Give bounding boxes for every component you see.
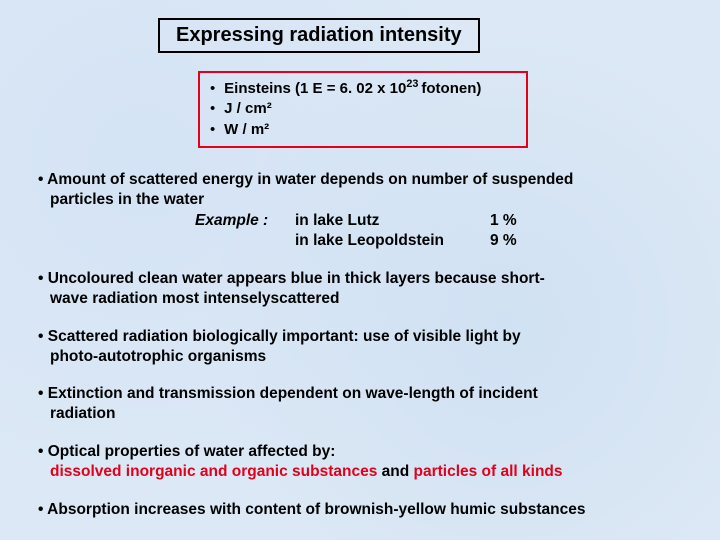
bullet-3-line-a: Scattered radiation biologically importa… <box>48 328 521 345</box>
units-text-2: J / cm² <box>224 100 272 117</box>
units-line-3: • W / m² <box>210 120 516 140</box>
bullet-5-mid: and <box>377 463 413 480</box>
bullet-2-line-b: wave radiation most intenselyscattered <box>50 290 339 307</box>
bullet-5: • Optical properties of water affected b… <box>28 442 692 482</box>
bullet-1: • Amount of scattered energy in water de… <box>28 170 692 251</box>
content: • Amount of scattered energy in water de… <box>28 170 692 520</box>
example-block: Example : in lake Lutz 1 % in lake Leopo… <box>195 211 692 251</box>
bullet-1-line-a: Amount of scattered energy in water depe… <box>47 171 573 188</box>
units-text-3: W / m² <box>224 121 269 138</box>
bullet-4: • Extinction and transmission dependent … <box>28 384 692 424</box>
bullet-3: • Scattered radiation biologically impor… <box>28 327 692 367</box>
title-box: Expressing radiation intensity <box>158 18 480 53</box>
bullet-4-line-b: radiation <box>50 405 115 422</box>
page-title: Expressing radiation intensity <box>176 24 462 46</box>
units-line-2: • J / cm² <box>210 99 516 119</box>
units-box: • Einsteins (1 E = 6. 02 x 1023 fotonen)… <box>198 71 528 148</box>
bullet-6-line: Absorption increases with content of bro… <box>47 501 585 518</box>
example-val-2: 9 % <box>490 232 517 249</box>
example-label: Example : <box>195 212 268 229</box>
bullet-2: • Uncoloured clean water appears blue in… <box>28 269 692 309</box>
units-line-1: • Einsteins (1 E = 6. 02 x 1023 fotonen) <box>210 77 516 99</box>
example-val-1: 1 % <box>490 212 517 229</box>
bullet-6: • Absorption increases with content of b… <box>28 500 692 520</box>
bullet-2-line-a: Uncoloured clean water appears blue in t… <box>48 270 545 287</box>
bullet-5-line-a: Optical properties of water affected by: <box>48 443 336 460</box>
example-loc-1: in lake Lutz <box>295 212 379 229</box>
bullet-4-line-a: Extinction and transmission dependent on… <box>48 385 538 402</box>
bullet-1-line-b: particles in the water <box>50 191 204 208</box>
bullet-3-line-b: photo-autotrophic organisms <box>50 348 266 365</box>
units-text-1b: fotonen) <box>421 80 481 97</box>
units-text-1a: Einsteins (1 E = 6. 02 x 10 <box>224 80 406 97</box>
bullet-5-red-1: dissolved inorganic and organic substanc… <box>50 463 377 480</box>
example-loc-2: in lake Leopoldstein <box>295 232 444 249</box>
units-sup: 23 <box>406 78 421 90</box>
bullet-5-red-2: particles of all kinds <box>413 463 562 480</box>
